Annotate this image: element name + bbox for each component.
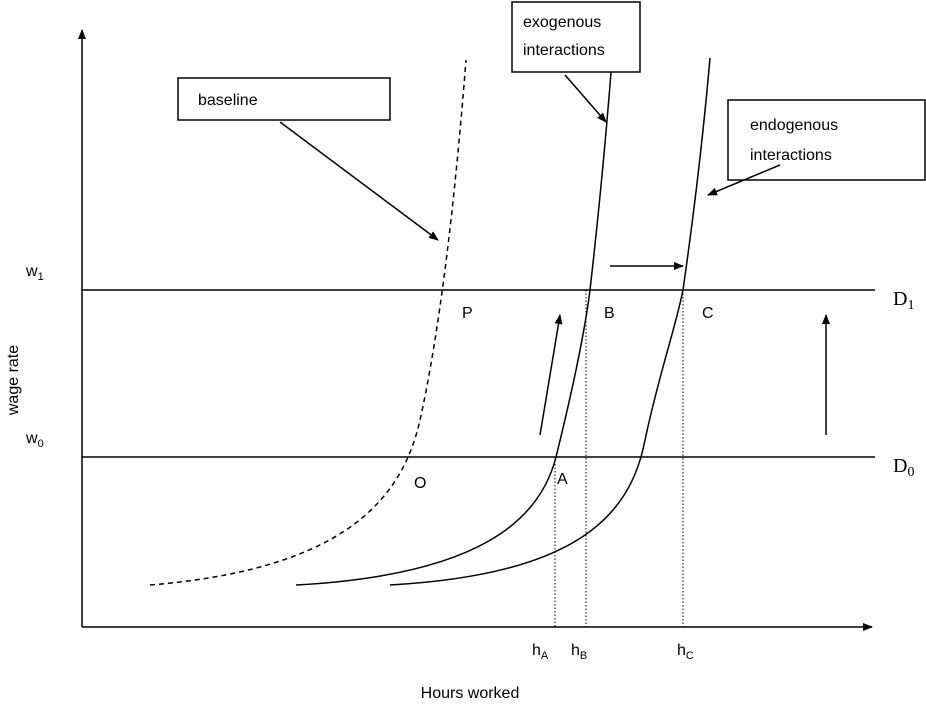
x-label: Hours worked [421,685,520,702]
endogenous-curve [389,57,711,586]
arrows [279,74,830,436]
point-label: C [702,305,714,322]
d1: D1 [893,288,914,313]
baseline-curve [149,59,467,586]
box-label: endogenous [750,117,838,134]
ha: hA [532,642,549,662]
d0: D0 [893,455,914,480]
point-label: B [604,305,615,322]
drop-lines [554,290,684,627]
exogenous-curve [295,59,613,586]
hb: hB [571,642,587,662]
box-label: interactions [750,147,832,164]
w1: w1 [25,263,44,283]
box-label: baseline [198,92,258,109]
y-label: wage rate [5,345,22,416]
box-label: exogenous [523,14,601,31]
w0: w0 [25,430,44,450]
point-label: A [557,471,568,488]
boxes [177,1,926,181]
box-label: interactions [523,42,605,59]
hc: hC [677,642,694,662]
point-label: P [462,305,473,322]
point-label: O [414,475,426,492]
